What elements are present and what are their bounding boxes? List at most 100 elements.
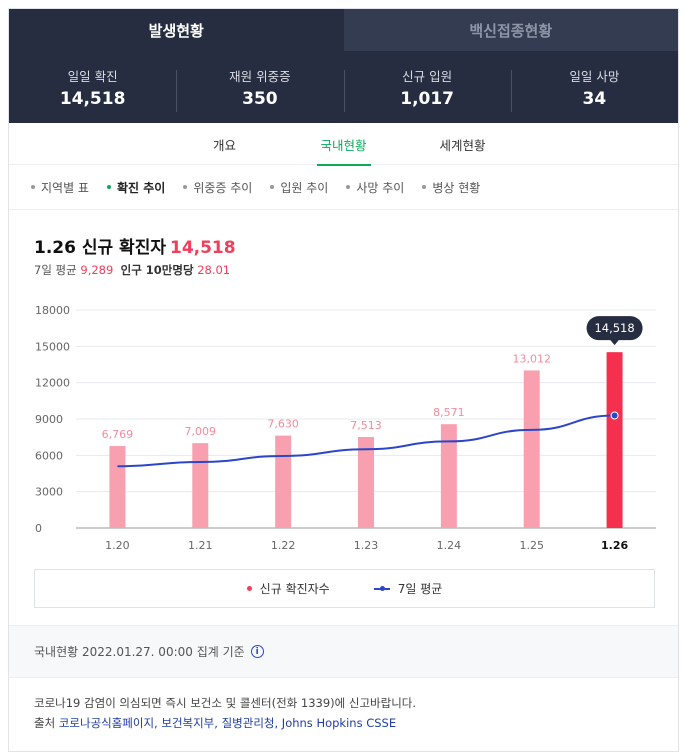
stat-daily-confirmed: 일일 확진 14,518 bbox=[9, 66, 176, 109]
avg-label: 7일 평균 bbox=[34, 263, 77, 277]
data-label: 7,009 bbox=[185, 425, 217, 438]
tooltip-value: 14,518 bbox=[594, 321, 634, 335]
data-label: 7,630 bbox=[267, 418, 299, 431]
bar bbox=[523, 370, 540, 528]
notice-text: 코로나19 감염이 의심되면 즉시 보건소 및 콜센터(전화 1339)에 신고… bbox=[34, 696, 417, 710]
basis-text: 국내현황 2022.01.27. 00:00 집계 기준 bbox=[34, 645, 245, 659]
info-icon[interactable]: i bbox=[250, 645, 264, 658]
y-tick-label: 0 bbox=[35, 522, 42, 535]
stat-label: 일일 확진 bbox=[67, 68, 118, 84]
stat-label: 일일 사망 bbox=[569, 68, 620, 84]
bar bbox=[192, 443, 209, 528]
y-tick-label: 6000 bbox=[35, 449, 63, 462]
source-link-mohw[interactable]: 보건복지부, bbox=[161, 716, 218, 730]
data-label: 13,012 bbox=[512, 352, 551, 365]
tab-vaccination-status[interactable]: 백신접종현황 bbox=[343, 9, 678, 51]
x-tick-label: 1.25 bbox=[519, 539, 544, 552]
chart-subheading: 7일 평균 9,289 인구 10만명당 28.01 bbox=[34, 262, 230, 278]
bar bbox=[606, 352, 623, 528]
stat-critical: 재원 위중증 350 bbox=[176, 66, 343, 112]
data-label: 8,571 bbox=[433, 406, 465, 419]
bar bbox=[440, 424, 457, 528]
y-tick-label: 18000 bbox=[35, 304, 70, 317]
filter-label: 위중증 추이 bbox=[193, 180, 253, 195]
confirmed-trend-chart: 0 3000 6000 9000 12000 15000 18000 6,769 1.20 7,0… bbox=[35, 304, 656, 552]
legend-label: 신규 확진자수 bbox=[259, 582, 330, 596]
filter-label: 확진 추이 bbox=[116, 180, 166, 195]
heading-value: 14,518 bbox=[169, 238, 236, 258]
top-tabs: 발생현황 백신접종현황 bbox=[9, 9, 678, 51]
data-label: 7,513 bbox=[350, 419, 382, 432]
bar bbox=[275, 435, 292, 528]
y-tick-label: 9000 bbox=[35, 413, 63, 426]
stat-value: 1,017 bbox=[400, 88, 455, 109]
x-tick-label: 1.21 bbox=[188, 539, 213, 552]
data-basis-row: 국내현황 2022.01.27. 00:00 집계 기준 i bbox=[9, 625, 678, 678]
stat-value: 14,518 bbox=[59, 88, 126, 109]
per-population-value: 28.01 bbox=[197, 263, 231, 277]
chart-filter-row: 지역별 표 확진 추이 위중증 추이 입원 추이 사망 추이 병상 현황 bbox=[9, 165, 678, 210]
tab-world[interactable]: 세계현황 bbox=[439, 137, 486, 153]
x-tick-label: 1.23 bbox=[354, 539, 379, 552]
x-tick-label: 1.26 bbox=[601, 539, 628, 552]
avg-value: 9,289 bbox=[80, 263, 114, 277]
tooltip-bubble bbox=[586, 316, 643, 341]
bullet-icon bbox=[270, 185, 275, 189]
stat-label: 재원 위중증 bbox=[229, 68, 291, 84]
stat-new-admission: 신규 입원 1,017 bbox=[343, 66, 511, 112]
bar bbox=[109, 446, 126, 528]
legend-item-line: 7일 평균 bbox=[373, 580, 443, 597]
heading-label: 1.26 신규 확진자 bbox=[34, 238, 166, 258]
filter-label: 사망 추이 bbox=[356, 180, 405, 195]
stat-value: 34 bbox=[582, 88, 607, 109]
filter-admission-trend[interactable]: 입원 추이 bbox=[270, 179, 328, 196]
legend-dot-icon bbox=[246, 586, 252, 591]
tab-overview[interactable]: 개요 bbox=[212, 137, 236, 153]
filter-region-table[interactable]: 지역별 표 bbox=[31, 179, 89, 196]
source-link-official[interactable]: 코로나공식홈페이지, bbox=[58, 716, 158, 730]
tab-outbreak-status[interactable]: 발생현황 bbox=[9, 9, 344, 51]
bullet-icon bbox=[31, 185, 35, 189]
stat-daily-deaths: 일일 사망 34 bbox=[510, 66, 678, 112]
x-tick-label: 1.20 bbox=[105, 539, 130, 552]
source-link-jhu[interactable]: Johns Hopkins CSSE bbox=[281, 716, 397, 730]
notice-block: 코로나19 감염이 의심되면 즉시 보건소 및 콜센터(전화 1339)에 신고… bbox=[34, 693, 416, 733]
bullet-icon bbox=[346, 185, 351, 189]
y-tick-label: 12000 bbox=[35, 377, 70, 390]
source-line: 출처 코로나공식홈페이지, 보건복지부, 질병관리청, Johns Hopkin… bbox=[34, 713, 416, 733]
stats-row: 일일 확진 14,518 재원 위중증 350 신규 입원 1,017 일일 사… bbox=[9, 51, 678, 123]
stat-label: 신규 입원 bbox=[402, 68, 453, 84]
stat-value: 350 bbox=[242, 88, 278, 109]
y-tick-label: 15000 bbox=[35, 340, 70, 353]
avg-point bbox=[610, 411, 619, 420]
y-tick-label: 3000 bbox=[35, 486, 63, 499]
filter-label: 병상 현황 bbox=[432, 180, 481, 195]
x-tick-label: 1.24 bbox=[437, 539, 462, 552]
chart-heading: 1.26 신규 확진자 14,518 bbox=[34, 233, 236, 258]
legend-label: 7일 평균 bbox=[397, 582, 443, 596]
filter-death-trend[interactable]: 사망 추이 bbox=[346, 179, 404, 196]
bullet-icon bbox=[183, 185, 188, 189]
x-tick-label: 1.22 bbox=[271, 539, 296, 552]
per-population-label: 인구 10만명당 bbox=[120, 263, 194, 277]
sub-tabs: 개요 국내현황 세계현황 bbox=[9, 123, 678, 166]
bullet-icon bbox=[106, 185, 111, 189]
covid-status-card: 발생현황 백신접종현황 일일 확진 14,518 재원 위중증 350 신규 입… bbox=[8, 8, 679, 752]
tooltip-pointer bbox=[609, 339, 620, 346]
tab-domestic[interactable]: 국내현황 bbox=[316, 123, 371, 166]
filter-critical-trend[interactable]: 위중증 추이 bbox=[183, 179, 252, 196]
avg-line bbox=[117, 414, 615, 468]
filter-label: 입원 추이 bbox=[280, 180, 329, 195]
filter-label: 지역별 표 bbox=[41, 180, 89, 195]
chart-legend: 신규 확진자수 7일 평균 bbox=[34, 569, 655, 608]
data-label: 6,769 bbox=[102, 428, 134, 441]
bar bbox=[358, 437, 374, 528]
source-label: 출처 bbox=[34, 716, 56, 730]
filter-bed-status[interactable]: 병상 현황 bbox=[422, 179, 480, 196]
bullet-icon bbox=[422, 185, 427, 189]
legend-item-bar: 신규 확진자수 bbox=[246, 580, 330, 597]
status-header: 발생현황 백신접종현황 일일 확진 14,518 재원 위중증 350 신규 입… bbox=[9, 9, 678, 123]
source-link-kdca[interactable]: 질병관리청, bbox=[221, 716, 279, 730]
legend-line-icon bbox=[373, 586, 390, 591]
filter-confirmed-trend[interactable]: 확진 추이 bbox=[106, 179, 166, 196]
